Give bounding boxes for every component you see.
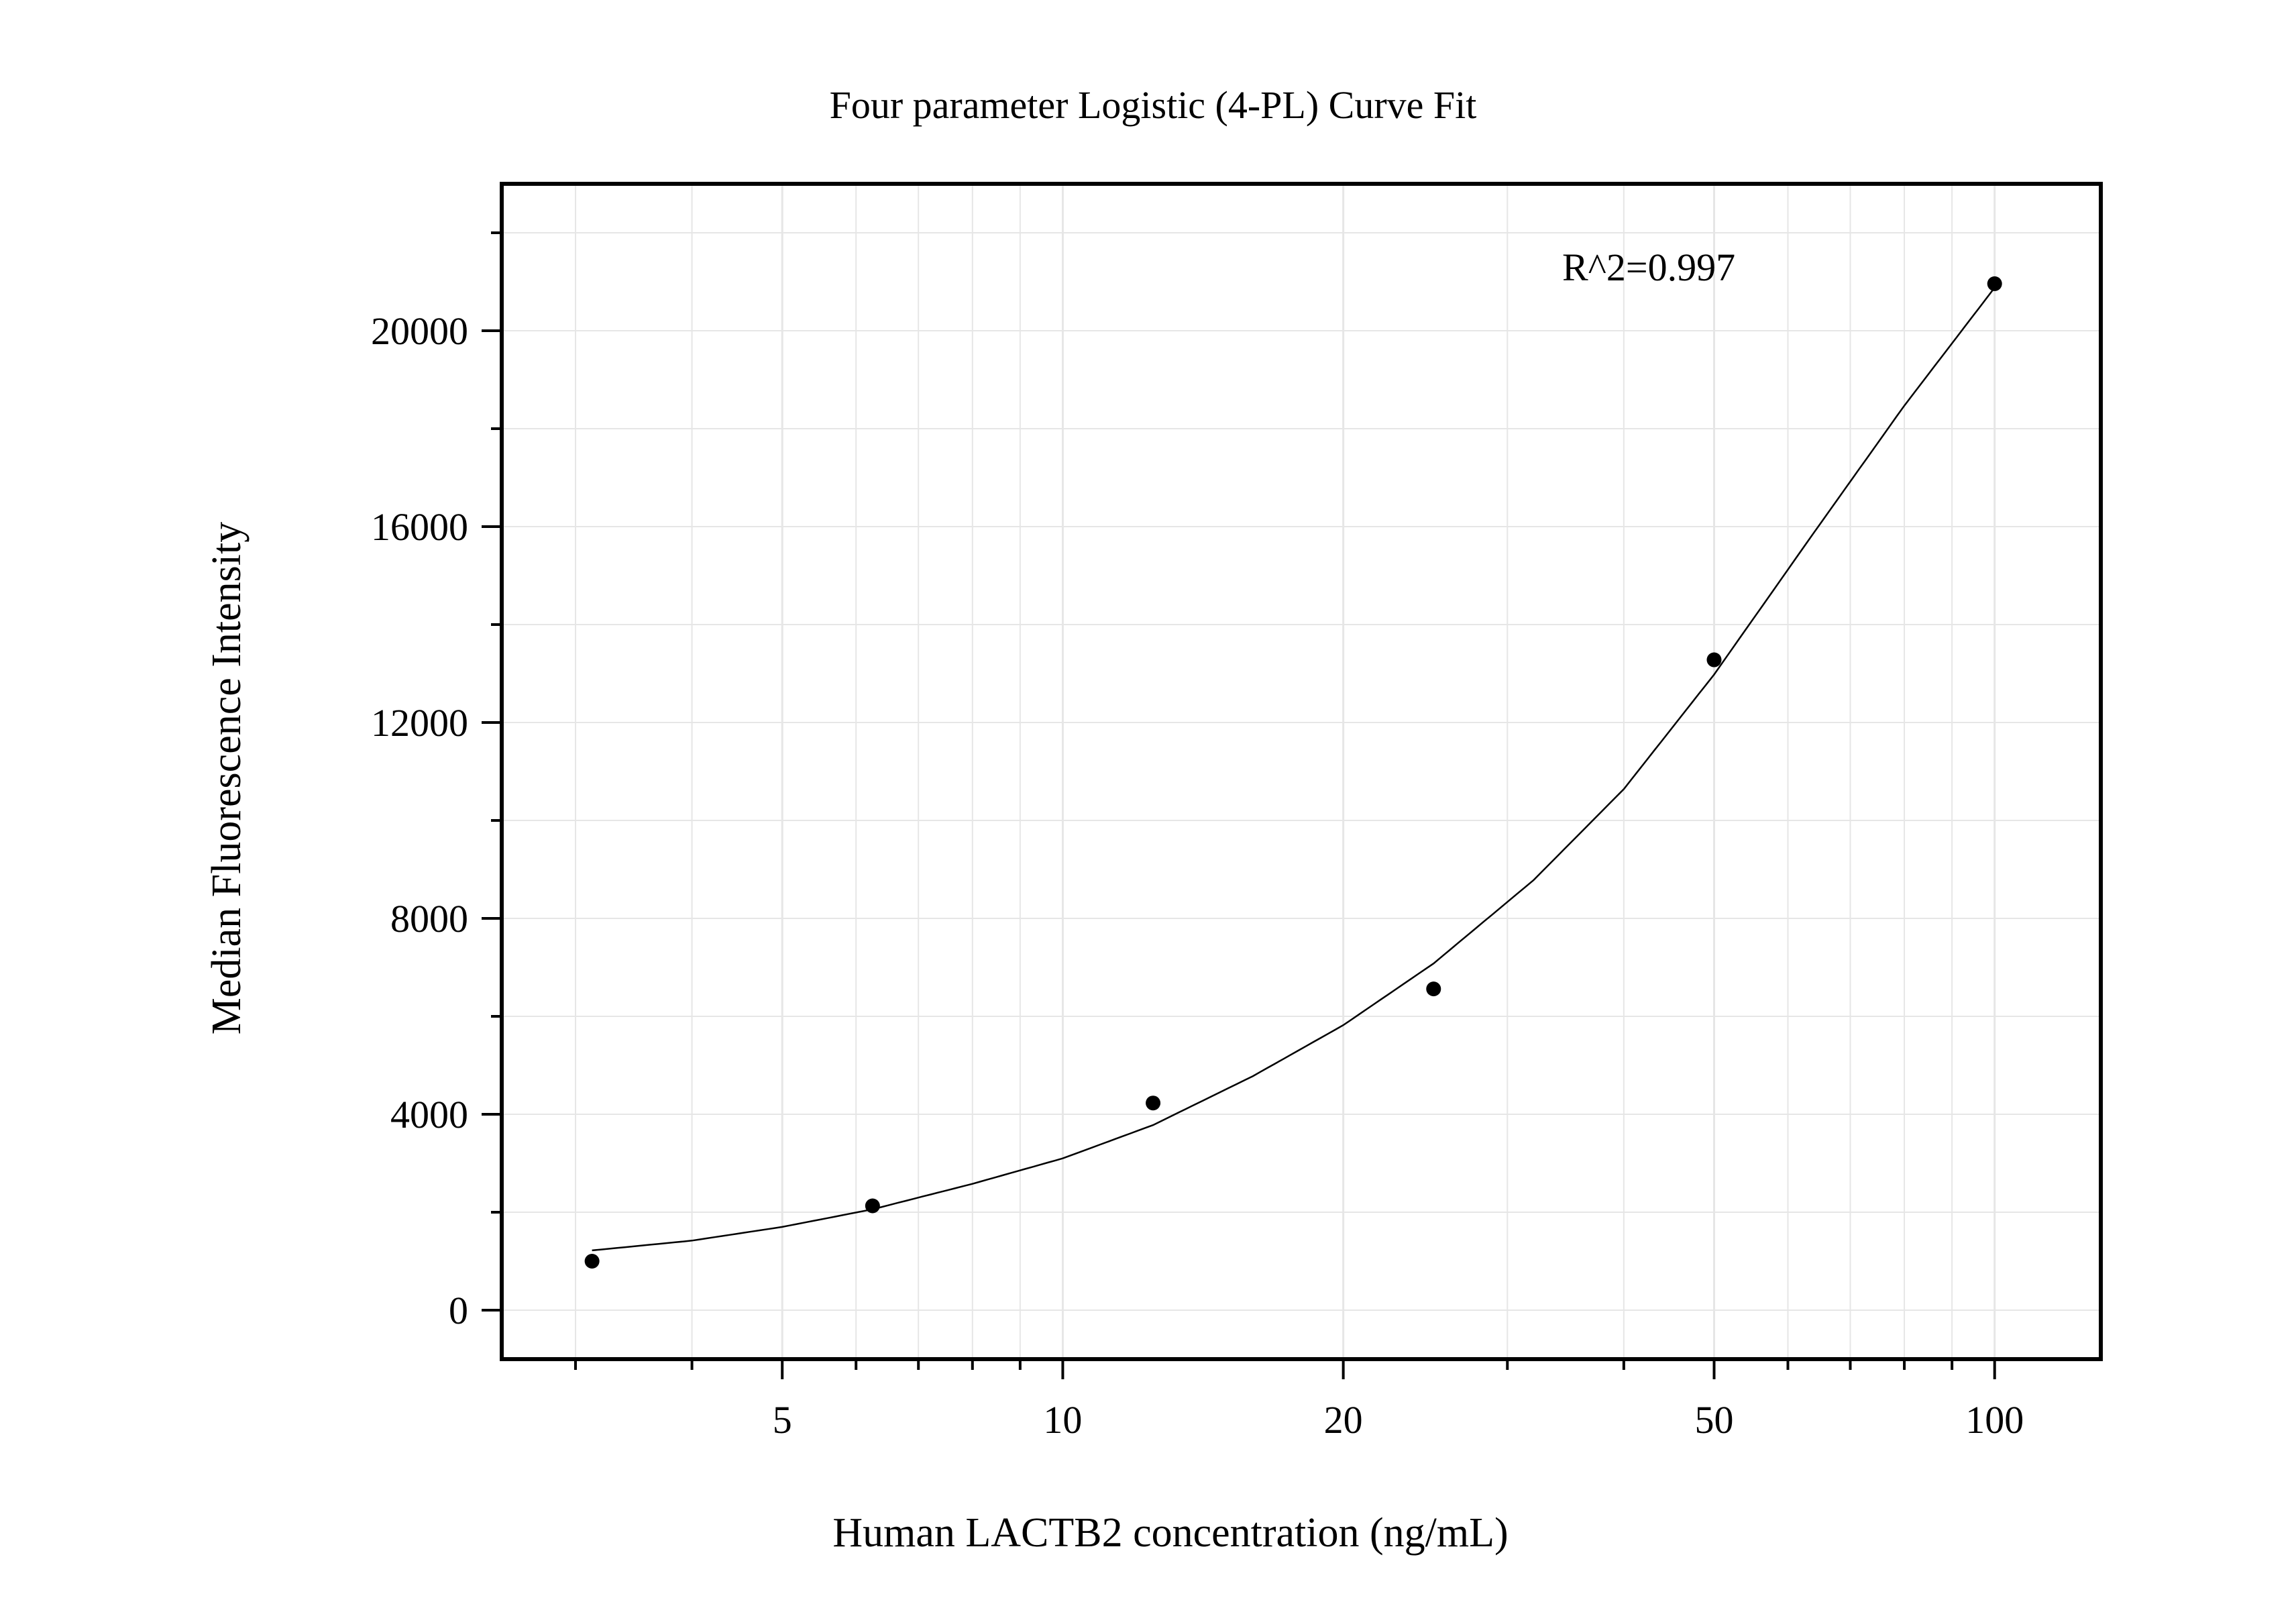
data-point [1987, 276, 2002, 291]
y-tick-labels: 0 4000 8000 12000 16000 20000 [371, 309, 468, 1332]
plot-frame [500, 182, 2103, 1361]
x-tick-label: 5 [773, 1398, 792, 1442]
x-tick-label: 20 [1324, 1398, 1363, 1442]
x-tick-label: 100 [1965, 1398, 2024, 1442]
data-point [584, 1254, 600, 1269]
x-tick-labels: 5 10 20 50 100 [773, 1398, 2024, 1442]
data-point [1426, 981, 1441, 997]
x-tick-label: 50 [1694, 1398, 1733, 1442]
r-squared-annotation: R^2=0.997 [1562, 246, 1735, 289]
curve-layer [592, 287, 1996, 1252]
x-tick-label: 10 [1043, 1398, 1082, 1442]
y-tick-label: 16000 [371, 505, 468, 549]
fit-curve-line [592, 287, 1996, 1252]
data-point [1146, 1095, 1161, 1111]
grid-layer [502, 184, 2101, 1359]
data-point [1706, 652, 1722, 667]
y-tick-label: 20000 [371, 309, 468, 353]
y-axis-label: Median Fluorescence Intensity [204, 522, 250, 1034]
tick-layer [482, 231, 1996, 1379]
y-tick-label: 12000 [371, 701, 468, 745]
data-point [865, 1198, 880, 1214]
x-axis-label: Human LACTB2 concentration (ng/mL) [832, 1510, 1508, 1556]
chart-title: Four parameter Logistic (4-PL) Curve Fit [830, 83, 1477, 127]
y-tick-label: 8000 [390, 897, 468, 941]
marker-layer [584, 276, 2002, 1269]
y-tick-label: 4000 [390, 1093, 468, 1136]
y-tick-label: 0 [449, 1289, 468, 1332]
